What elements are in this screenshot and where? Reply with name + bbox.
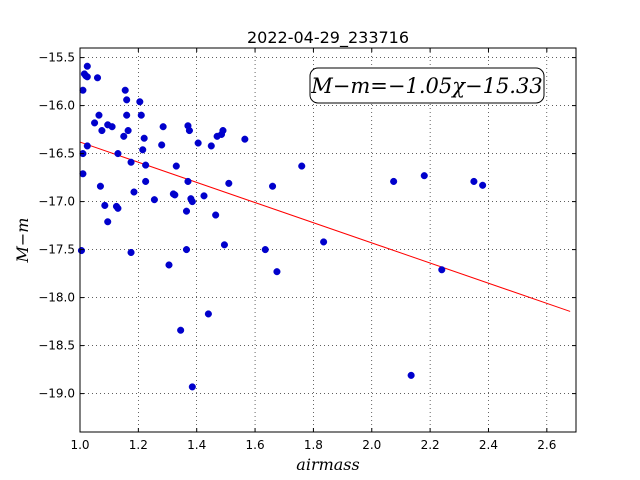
- x-tick-label: 2.6: [537, 438, 556, 452]
- data-point: [142, 177, 150, 185]
- data-point: [123, 96, 131, 104]
- x-axis-label: airmass: [296, 455, 359, 474]
- data-point: [139, 146, 147, 154]
- y-tick-label: −19.0: [38, 387, 75, 401]
- data-point: [188, 383, 196, 391]
- plot-area: [80, 48, 576, 432]
- data-point: [150, 196, 158, 204]
- data-point: [140, 134, 148, 142]
- x-tick-label: 1.6: [246, 438, 265, 452]
- data-point: [219, 127, 227, 135]
- data-point: [121, 86, 129, 94]
- y-tick-label: −17.0: [38, 195, 75, 209]
- y-tick-label: −17.5: [38, 243, 75, 257]
- data-point: [158, 141, 166, 149]
- fit-annotation: M−m=−1.05χ−15.33: [310, 74, 542, 98]
- data-point: [104, 218, 112, 226]
- data-point: [108, 123, 116, 131]
- data-point: [320, 238, 328, 246]
- data-point: [79, 86, 87, 94]
- data-point: [470, 177, 478, 185]
- fit-line-layer: [79, 141, 571, 312]
- data-point: [390, 177, 398, 185]
- x-tick-label: 1.2: [129, 438, 148, 452]
- grid-lines: [80, 48, 576, 432]
- data-point: [83, 142, 91, 150]
- data-point: [165, 261, 173, 269]
- data-point: [225, 179, 233, 187]
- data-point: [83, 73, 91, 81]
- x-tick-label: 2.0: [362, 438, 381, 452]
- data-point: [83, 62, 91, 70]
- data-point: [184, 177, 192, 185]
- data-point: [479, 181, 487, 189]
- fit-line: [79, 141, 571, 312]
- data-point: [127, 158, 135, 166]
- data-point: [96, 182, 104, 190]
- data-point: [212, 211, 220, 219]
- y-tick-label: −16.5: [38, 147, 75, 161]
- fit-annotation-box: [309, 67, 545, 104]
- x-tick-label: 2.4: [479, 438, 498, 452]
- data-point: [438, 266, 446, 274]
- data-point: [137, 111, 145, 119]
- x-tick-label: 1.8: [304, 438, 323, 452]
- data-point: [207, 142, 215, 150]
- plot-frame: [79, 47, 577, 433]
- data-point: [188, 198, 196, 206]
- y-tick-label: −18.0: [38, 291, 75, 305]
- data-point: [185, 127, 193, 135]
- axis-ticks: 1.0 1.2 1.4 1.6 1.8 2.0 2.2 2.4 2.6 −15.5 −16.0 −16…: [38, 48, 576, 452]
- data-point: [120, 132, 128, 140]
- y-tick-label: −18.5: [38, 339, 75, 353]
- data-point: [136, 98, 144, 106]
- data-point: [123, 111, 131, 119]
- data-point: [124, 127, 132, 135]
- data-point: [298, 162, 306, 170]
- data-point: [93, 74, 102, 82]
- data-point: [220, 241, 228, 249]
- y-tick-label: −16.0: [38, 99, 75, 113]
- data-point: [114, 150, 122, 158]
- data-point: [241, 135, 249, 143]
- data-point: [273, 268, 281, 276]
- x-tick-label: 1.4: [187, 438, 206, 452]
- data-point: [194, 139, 202, 147]
- data-point: [200, 192, 208, 200]
- data-point: [177, 326, 185, 334]
- data-point: [142, 161, 150, 169]
- data-point: [159, 123, 167, 131]
- data-point: [130, 188, 138, 196]
- data-point: [114, 204, 122, 212]
- data-point: [127, 248, 135, 257]
- data-point: [407, 371, 415, 379]
- data-point: [171, 191, 179, 199]
- data-points: [77, 62, 487, 391]
- data-point: [98, 127, 106, 135]
- data-point: [420, 172, 428, 180]
- chart-title: 2022-04-29_233716: [247, 28, 409, 48]
- x-tick-label: 2.2: [421, 438, 440, 452]
- y-axis-label: M−m: [13, 218, 32, 264]
- data-point: [77, 247, 86, 255]
- data-point: [182, 207, 191, 215]
- data-point: [269, 182, 277, 190]
- data-point: [172, 162, 180, 170]
- data-point: [91, 119, 99, 127]
- data-point: [204, 310, 212, 318]
- y-tick-label: −15.5: [38, 51, 75, 65]
- data-point: [79, 170, 87, 178]
- data-point: [182, 246, 191, 254]
- data-point: [95, 111, 103, 119]
- data-point: [101, 201, 109, 209]
- x-tick-label: 1.0: [70, 438, 89, 452]
- data-point: [261, 246, 269, 254]
